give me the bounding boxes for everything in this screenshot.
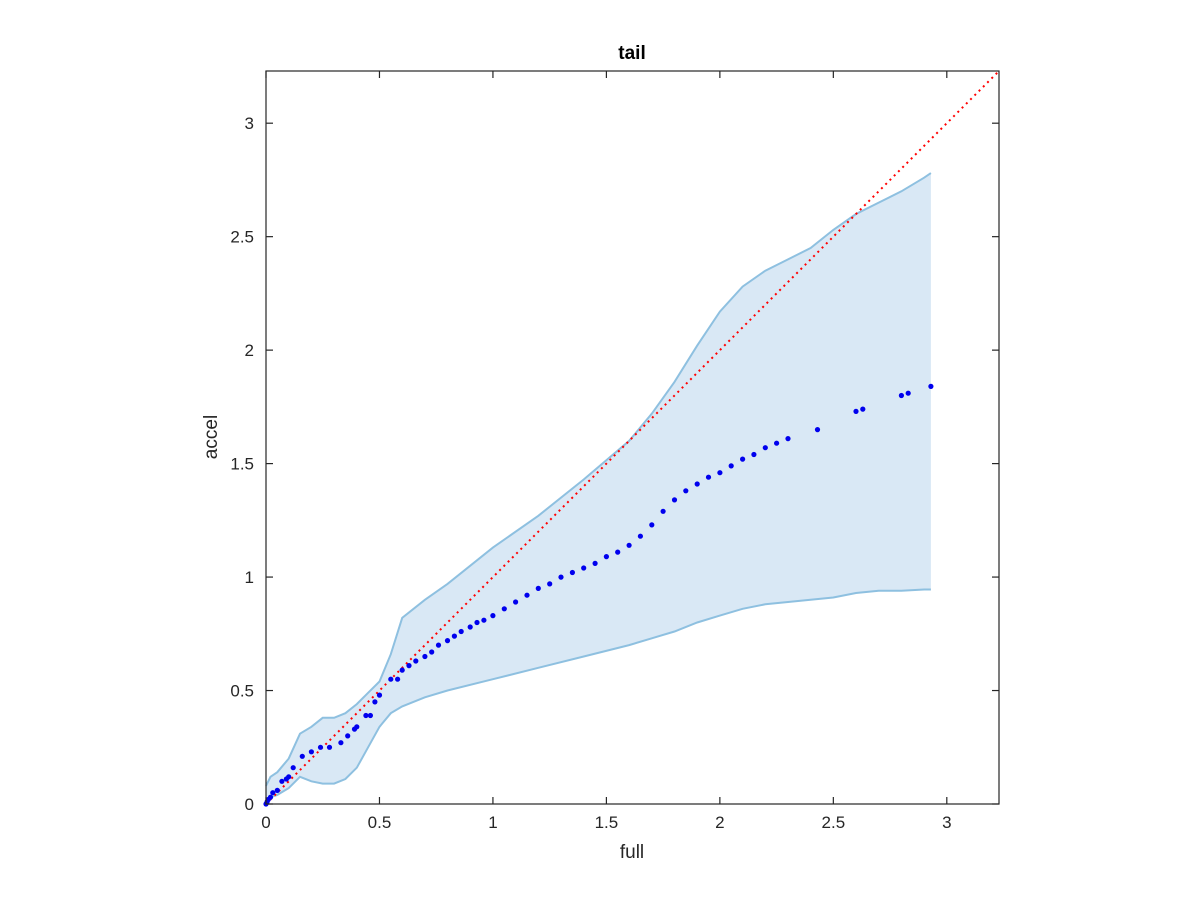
data-point	[474, 619, 480, 626]
axes-box	[265, 70, 1000, 805]
data-point	[740, 456, 746, 462]
data-point	[467, 624, 473, 630]
data-point	[354, 724, 360, 730]
data-point	[444, 638, 451, 644]
data-point	[481, 617, 487, 623]
data-point	[671, 497, 678, 503]
data-point	[513, 599, 519, 605]
data-point	[751, 451, 757, 458]
y-axis-ticks: 0 0.5 1 1.5 2 2.5 3	[230, 114, 999, 814]
data-point	[345, 733, 351, 739]
confidence-band-upper-edge	[265, 172, 932, 787]
data-point	[435, 642, 442, 648]
x-tick-label: 1	[488, 813, 497, 832]
data-point	[413, 658, 419, 664]
y-tick-label: 2.5	[230, 228, 254, 247]
data-point	[490, 613, 496, 619]
chart-title: tail	[618, 43, 645, 64]
data-point	[422, 653, 428, 660]
data-point	[338, 740, 344, 746]
data-point	[267, 794, 274, 800]
y-tick-label: 0.5	[230, 682, 254, 701]
data-point	[372, 699, 378, 705]
x-axis-ticks: 0 0.5 1 1.5 2 2.5 3	[261, 71, 952, 832]
y-tick-label: 1.5	[230, 455, 254, 474]
data-point	[860, 406, 866, 412]
data-point	[388, 676, 394, 682]
data-point	[299, 753, 305, 759]
data-point	[683, 488, 689, 494]
x-tick-label: 0.5	[368, 813, 392, 832]
data-point	[569, 569, 576, 576]
x-tick-label: 0	[261, 813, 270, 832]
y-tick-label: 1	[245, 568, 254, 587]
x-tick-label: 1.5	[595, 813, 619, 832]
data-point	[270, 790, 276, 796]
data-points-layer	[263, 383, 934, 807]
data-point	[649, 522, 655, 528]
x-tick-label: 2.5	[822, 813, 846, 832]
data-point	[524, 592, 530, 598]
data-point	[717, 470, 723, 476]
data-point	[279, 778, 285, 784]
data-point	[728, 463, 734, 469]
data-point	[367, 712, 373, 719]
data-point	[274, 787, 280, 794]
data-point	[705, 474, 712, 480]
data-point	[326, 744, 333, 750]
data-point	[592, 560, 598, 567]
data-point	[762, 445, 768, 451]
confidence-band-layer	[265, 172, 932, 805]
data-point	[626, 542, 632, 548]
data-point	[547, 581, 553, 587]
data-point	[376, 692, 383, 698]
confidence-band-lower-edge	[265, 588, 931, 805]
data-point	[406, 663, 412, 669]
data-point	[399, 667, 405, 673]
data-point	[308, 749, 314, 755]
data-point	[558, 574, 564, 580]
data-point	[905, 390, 911, 396]
confidence-band	[266, 173, 931, 805]
data-point	[785, 436, 791, 442]
data-point	[615, 549, 621, 555]
data-point	[535, 585, 541, 592]
y-tick-label: 0	[245, 795, 254, 814]
data-point	[501, 606, 507, 612]
y-axis-label: accel	[201, 415, 222, 459]
data-point	[898, 392, 905, 399]
data-point	[429, 649, 435, 655]
data-point	[458, 628, 464, 635]
x-tick-label: 3	[942, 813, 951, 832]
data-point	[774, 440, 780, 446]
data-point	[814, 427, 821, 433]
y-tick-label: 2	[245, 341, 254, 360]
data-point	[694, 481, 700, 487]
data-point	[286, 774, 292, 780]
data-point	[451, 633, 457, 639]
x-axis-label: full	[620, 842, 644, 863]
data-point	[660, 508, 666, 514]
data-point	[928, 383, 934, 389]
data-point	[853, 408, 859, 414]
data-point	[363, 712, 369, 719]
data-point	[317, 744, 324, 750]
data-point	[395, 676, 401, 682]
data-point	[637, 533, 644, 539]
x-tick-label: 2	[715, 813, 724, 832]
data-point	[290, 765, 296, 771]
y-tick-label: 3	[245, 114, 254, 133]
data-point	[603, 554, 610, 560]
data-point	[581, 565, 587, 571]
